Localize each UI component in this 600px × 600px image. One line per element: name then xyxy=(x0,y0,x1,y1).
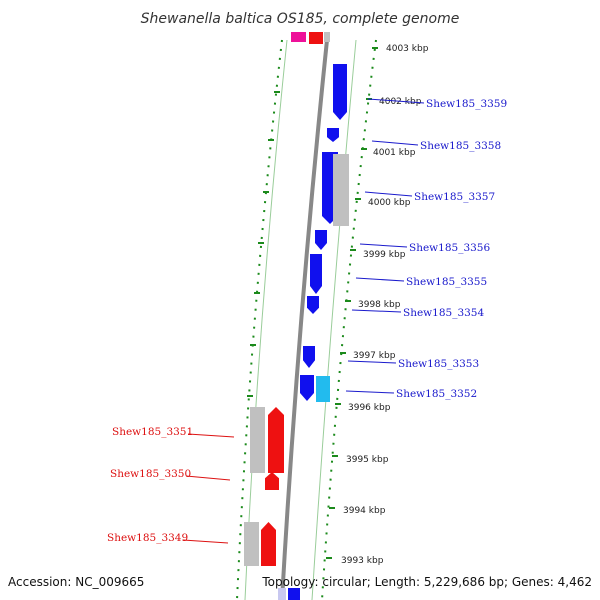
forward-gene-connector xyxy=(359,243,408,248)
reverse-gene-label: Shew185_3351 xyxy=(112,426,193,438)
reverse-gene-label: Shew185_3349 xyxy=(107,532,188,544)
gene-highlight-magenta xyxy=(291,32,306,42)
scale-tick-label: 4000 kbp xyxy=(368,198,411,208)
scale-tick-label: 3993 kbp xyxy=(341,556,384,566)
gene-fragment-lavender-bottom xyxy=(278,588,286,600)
topology-text: Topology: circular; Length: 5,229,686 bp… xyxy=(261,575,592,589)
forward-gene-arrow xyxy=(303,346,315,368)
reverse-gene-arrow xyxy=(265,472,279,490)
forward-gene-connector xyxy=(345,390,395,394)
reverse-gene-arrow xyxy=(268,407,284,473)
forward-gene-connector xyxy=(367,98,425,104)
forward-gene-arrow xyxy=(307,296,319,314)
forward-genes: Shew185_3359 Shew185_3358 Shew185_3357 Shew… xyxy=(300,64,507,402)
forward-gene-label: Shew185_3358 xyxy=(420,140,501,152)
gene-fragment-grey xyxy=(324,32,330,42)
gene-fragment-red xyxy=(309,32,323,44)
forward-gene-connector xyxy=(351,309,402,313)
scale-tick-label: 3999 kbp xyxy=(363,250,406,260)
map-title: Shewanella baltica OS185, complete genom… xyxy=(141,11,460,27)
reverse-genes: Shew185_3351 Shew185_3350 Shew185_3349 xyxy=(107,407,284,566)
scale-tick-label: 3998 kbp xyxy=(358,300,401,310)
band-outline-left xyxy=(244,39,288,600)
pseudogene-block xyxy=(244,522,259,566)
reverse-gene-connector xyxy=(187,433,235,438)
scale-tick-label: 4002 kbp xyxy=(379,97,422,107)
forward-gene-connector xyxy=(355,277,405,282)
forward-gene-arrow xyxy=(310,254,322,294)
pseudogene-block xyxy=(333,154,349,226)
forward-gene-label: Shew185_3357 xyxy=(414,191,495,203)
scale-ticks: 4003 kbp 4002 kbp 4001 kbp 4000 kbp 3999 kbp… xyxy=(326,44,429,566)
scale-tick-label: 3996 kbp xyxy=(348,403,391,413)
forward-gene-label: Shew185_3352 xyxy=(396,388,477,400)
forward-gene-arrow xyxy=(315,230,327,250)
gene-highlight-cyan xyxy=(316,376,330,402)
reverse-gene-connector xyxy=(185,475,231,481)
scale-tick-label: 3997 kbp xyxy=(353,351,396,361)
forward-gene-label: Shew185_3354 xyxy=(403,307,484,319)
inner-scale-ticks xyxy=(247,91,280,397)
pseudogene-block xyxy=(250,407,265,473)
outer-guide-left xyxy=(236,39,283,600)
gene-fragment-blue-bottom xyxy=(288,588,300,600)
forward-gene-connector xyxy=(347,360,397,364)
scale-tick-label: 4001 kbp xyxy=(373,148,416,158)
forward-gene-connector xyxy=(371,140,419,146)
forward-gene-arrow xyxy=(333,64,347,120)
reverse-gene-connector xyxy=(182,539,229,544)
accession-text: Accession: NC_009665 xyxy=(8,575,144,589)
scale-tick-label: 3995 kbp xyxy=(346,455,389,465)
genome-backbone xyxy=(280,39,329,600)
forward-gene-label: Shew185_3359 xyxy=(426,98,507,110)
reverse-gene-arrow xyxy=(261,522,276,566)
scale-tick-label: 3994 kbp xyxy=(343,506,386,516)
forward-gene-label: Shew185_3356 xyxy=(409,242,490,254)
forward-gene-connector xyxy=(364,191,413,197)
scale-tick-label: 4003 kbp xyxy=(386,44,429,54)
outer-guide-right xyxy=(321,39,377,600)
reverse-gene-label: Shew185_3350 xyxy=(110,468,191,480)
forward-gene-label: Shew185_3355 xyxy=(406,276,487,288)
forward-gene-label: Shew185_3353 xyxy=(398,358,479,370)
forward-gene-arrow xyxy=(300,375,314,401)
forward-gene-arrow xyxy=(327,128,339,142)
band-outline-right xyxy=(311,39,357,600)
